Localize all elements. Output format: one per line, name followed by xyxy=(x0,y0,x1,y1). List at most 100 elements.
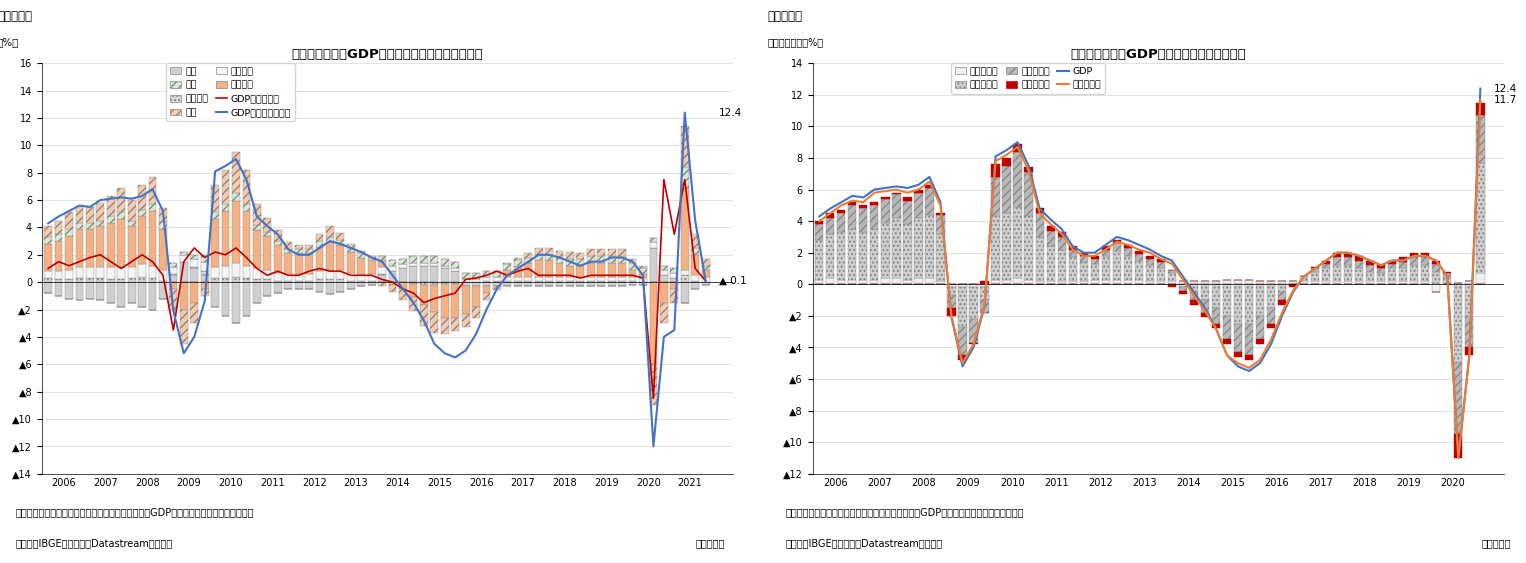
Bar xyxy=(1167,270,1177,273)
Bar xyxy=(472,286,481,307)
Bar xyxy=(681,282,688,303)
Bar xyxy=(659,270,668,275)
Bar xyxy=(430,263,438,266)
Bar xyxy=(958,327,966,355)
Bar xyxy=(118,188,125,212)
Bar xyxy=(1068,249,1077,257)
Bar xyxy=(85,207,93,224)
Bar xyxy=(159,270,166,281)
Bar xyxy=(577,259,584,266)
Bar xyxy=(44,226,52,237)
Bar xyxy=(378,260,386,267)
Bar xyxy=(1178,284,1187,287)
GDP xyxy=(1207,325,1225,332)
GDP（前年同期比） xyxy=(644,443,662,450)
Bar xyxy=(118,267,125,279)
Bar xyxy=(1058,237,1065,249)
Bar xyxy=(639,269,647,274)
Bar xyxy=(815,221,824,224)
Bar xyxy=(1146,265,1154,281)
Bar xyxy=(1476,163,1485,273)
Bar xyxy=(980,281,989,284)
Bar xyxy=(815,279,824,284)
Bar xyxy=(118,219,125,267)
Bar xyxy=(1024,172,1033,216)
Bar xyxy=(691,234,699,248)
Bar xyxy=(1212,308,1221,324)
Text: （資料）IBGEのデータをDatastreamより取得: （資料）IBGEのデータをDatastreamより取得 xyxy=(15,538,172,548)
GDP（前期比） xyxy=(644,395,662,402)
Bar xyxy=(409,297,417,311)
Bar xyxy=(1112,251,1122,279)
Bar xyxy=(118,212,125,219)
Bar xyxy=(430,256,438,263)
Bar xyxy=(44,278,52,282)
Bar xyxy=(893,193,900,194)
Bar xyxy=(493,286,501,291)
Bar xyxy=(545,282,552,286)
Bar xyxy=(273,245,282,272)
GDP xyxy=(1450,454,1468,461)
Bar xyxy=(969,343,978,344)
Bar xyxy=(139,265,146,276)
Bar xyxy=(66,279,73,282)
Bar xyxy=(969,319,978,343)
Bar xyxy=(893,194,900,218)
GDP（前期比） xyxy=(404,290,423,297)
GDP xyxy=(810,213,829,220)
Bar xyxy=(389,271,397,282)
Bar xyxy=(1476,273,1485,284)
Bar xyxy=(948,284,955,287)
Bar xyxy=(400,282,407,289)
Bar xyxy=(702,276,710,282)
Bar xyxy=(1178,281,1187,284)
Bar xyxy=(1245,279,1253,284)
Bar xyxy=(525,257,533,263)
Bar xyxy=(1355,281,1363,284)
Bar xyxy=(1454,363,1462,434)
Bar xyxy=(295,282,302,289)
Line: GDP（前期比）: GDP（前期比） xyxy=(49,180,705,399)
Bar xyxy=(327,282,334,294)
Bar xyxy=(462,279,470,282)
Bar xyxy=(1399,257,1407,262)
Bar xyxy=(420,256,427,263)
Bar xyxy=(232,263,240,276)
Bar xyxy=(357,274,365,281)
Bar xyxy=(1444,271,1451,273)
Bar xyxy=(139,217,146,265)
Bar xyxy=(555,251,563,257)
Bar xyxy=(232,193,240,202)
Bar xyxy=(629,259,636,263)
Bar xyxy=(1311,267,1320,269)
Bar xyxy=(295,274,302,281)
Text: （図表１）: （図表１） xyxy=(0,10,32,23)
GDP（前期比） xyxy=(40,265,58,272)
Bar xyxy=(44,237,52,244)
Bar xyxy=(336,233,345,240)
Bar xyxy=(253,230,261,269)
Bar xyxy=(1091,259,1099,263)
Bar xyxy=(1036,281,1044,284)
Bar xyxy=(691,248,699,255)
Bar xyxy=(607,281,615,282)
Bar xyxy=(691,275,699,281)
Bar xyxy=(826,278,835,284)
GDP（前期比） xyxy=(456,276,475,283)
Bar xyxy=(1003,166,1010,213)
Bar xyxy=(1102,256,1109,279)
Bar xyxy=(327,237,334,243)
Bar xyxy=(670,272,678,278)
Bar xyxy=(159,229,166,270)
Bar xyxy=(211,219,220,267)
Bar xyxy=(409,284,417,297)
Bar xyxy=(1256,281,1264,284)
Bar xyxy=(1277,300,1286,305)
GDP（前年同期比） xyxy=(122,195,140,202)
Bar xyxy=(1421,265,1430,281)
Bar xyxy=(55,241,63,271)
総付加価値 xyxy=(1163,260,1181,267)
Bar xyxy=(159,208,166,222)
Bar xyxy=(992,216,1000,279)
Bar xyxy=(1135,279,1143,284)
